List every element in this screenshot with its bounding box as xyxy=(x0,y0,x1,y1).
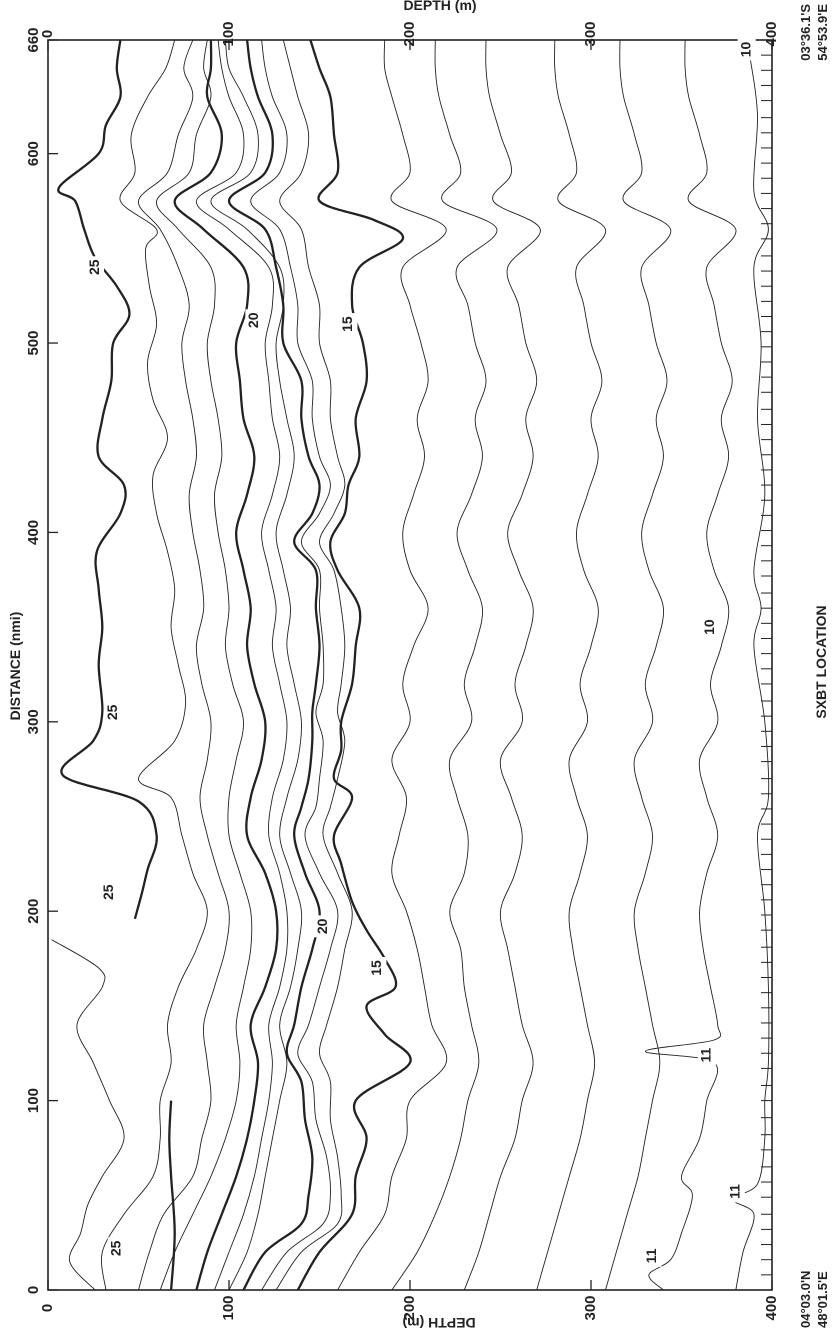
isotherm-label: 25 xyxy=(107,1240,123,1256)
isotherm-lines xyxy=(51,40,770,1290)
depth-tick-label-top: 100 xyxy=(220,21,237,46)
isotherm-label: 15 xyxy=(368,960,384,976)
isotherm-line-19 xyxy=(644,40,737,1290)
isotherm-label-bg xyxy=(104,701,123,724)
isotherm-line-16 xyxy=(463,40,541,1290)
isotherm-label: 25 xyxy=(104,704,120,720)
distance-tick-label: 500 xyxy=(25,331,42,356)
isotherm-line-13 xyxy=(296,40,412,1290)
depth-tick-label-top: 200 xyxy=(401,21,418,46)
isotherm-line-18 xyxy=(605,40,672,1290)
isotherm-line-15 xyxy=(391,40,498,1290)
end-lon-label: 54°53.9'E xyxy=(815,4,830,61)
isotherm-line-11 xyxy=(250,40,339,1290)
depth-tick-label-bottom: 100 xyxy=(220,1295,237,1320)
isotherm-label: 11 xyxy=(698,1048,714,1063)
isotherm-line-17 xyxy=(536,40,606,1290)
isotherm-line-14 xyxy=(337,40,448,1290)
depth-tick-label-top: 300 xyxy=(582,21,599,46)
depth-tick-label-top: 0 xyxy=(39,30,56,38)
isotherm-line-10 xyxy=(227,40,321,1290)
isotherm-label-bg xyxy=(701,616,720,639)
axis-ticks: 0100200300400500600660001001002002003003… xyxy=(25,21,780,1320)
isotherm-label-bg xyxy=(107,1237,126,1260)
distance-tick-label: 100 xyxy=(25,1088,42,1113)
distance-tick-label: 600 xyxy=(25,141,42,166)
isotherm-line-4 xyxy=(101,40,208,1290)
sxbt-location-label: SXBT LOCATION xyxy=(813,605,829,718)
isotherm-label: 11 xyxy=(643,1248,659,1263)
isotherm-label: 15 xyxy=(339,316,355,332)
isotherm-label: 20 xyxy=(245,312,261,328)
isotherm-line-7 xyxy=(173,40,279,1290)
depth-tick-label-bottom: 200 xyxy=(401,1295,418,1320)
isotherm-label: 25 xyxy=(100,884,116,900)
distance-tick-label: 200 xyxy=(25,899,42,924)
isotherm-label-bg xyxy=(726,1180,745,1203)
isotherm-line-2 xyxy=(57,40,158,920)
end-lat-label: 03°36.1'S xyxy=(798,4,813,61)
isotherm-line-1 xyxy=(168,1100,176,1290)
start-lon-label: 48°01.5'E xyxy=(815,1271,830,1328)
start-lat-label: 04°03.0'N xyxy=(798,1271,813,1328)
isotherm-label-bg xyxy=(737,38,756,61)
depth-tick-label-bottom: 400 xyxy=(763,1295,780,1320)
distance-axis-title: DISTANCE (nmi) xyxy=(7,612,23,721)
isotherm-line-9 xyxy=(210,40,303,1290)
isotherm-label-bg xyxy=(643,1244,662,1267)
distance-tick-label: 0 xyxy=(25,1286,42,1294)
isotherm-line-20 xyxy=(731,40,770,1290)
isotherm-label-bg xyxy=(314,915,333,938)
isotherm-line-8 xyxy=(195,40,289,1290)
depth-tick-label-top: 400 xyxy=(763,21,780,46)
bottom-depth-axis-title: DEPTH (m) xyxy=(402,1315,475,1331)
top-depth-axis-title: DEPTH (m) xyxy=(403,0,476,13)
depth-tick-label-bottom: 0 xyxy=(39,1304,56,1312)
isotherm-label: 10 xyxy=(737,41,753,57)
isotherm-label: 10 xyxy=(701,619,717,635)
isotherm-line-3 xyxy=(51,939,125,1290)
distance-tick-label: 400 xyxy=(25,520,42,545)
isotherm-label-bg xyxy=(368,957,387,980)
isotherm-line-6 xyxy=(156,40,253,1290)
distance-tick-label: 300 xyxy=(25,709,42,734)
isotherm-label: 20 xyxy=(314,918,330,934)
isotherm-label-bg xyxy=(100,881,119,904)
distance-tick-label: 660 xyxy=(25,27,42,52)
isotherm-line-5 xyxy=(138,40,230,1290)
depth-tick-label-bottom: 300 xyxy=(582,1295,599,1320)
isotherm-label-bg xyxy=(697,1044,716,1067)
isotherm-label: 25 xyxy=(86,259,102,275)
isotherm-label-bg xyxy=(86,256,105,279)
isotherm-label: 11 xyxy=(727,1184,743,1199)
isotherm-line-12 xyxy=(275,40,353,1290)
isotherm-label-bg xyxy=(339,313,358,336)
isotherm-label-bg xyxy=(245,309,264,332)
isotherm-labels: 25 25 25 25 20 20 15 15 11 11 11 10 10 xyxy=(86,38,756,1267)
